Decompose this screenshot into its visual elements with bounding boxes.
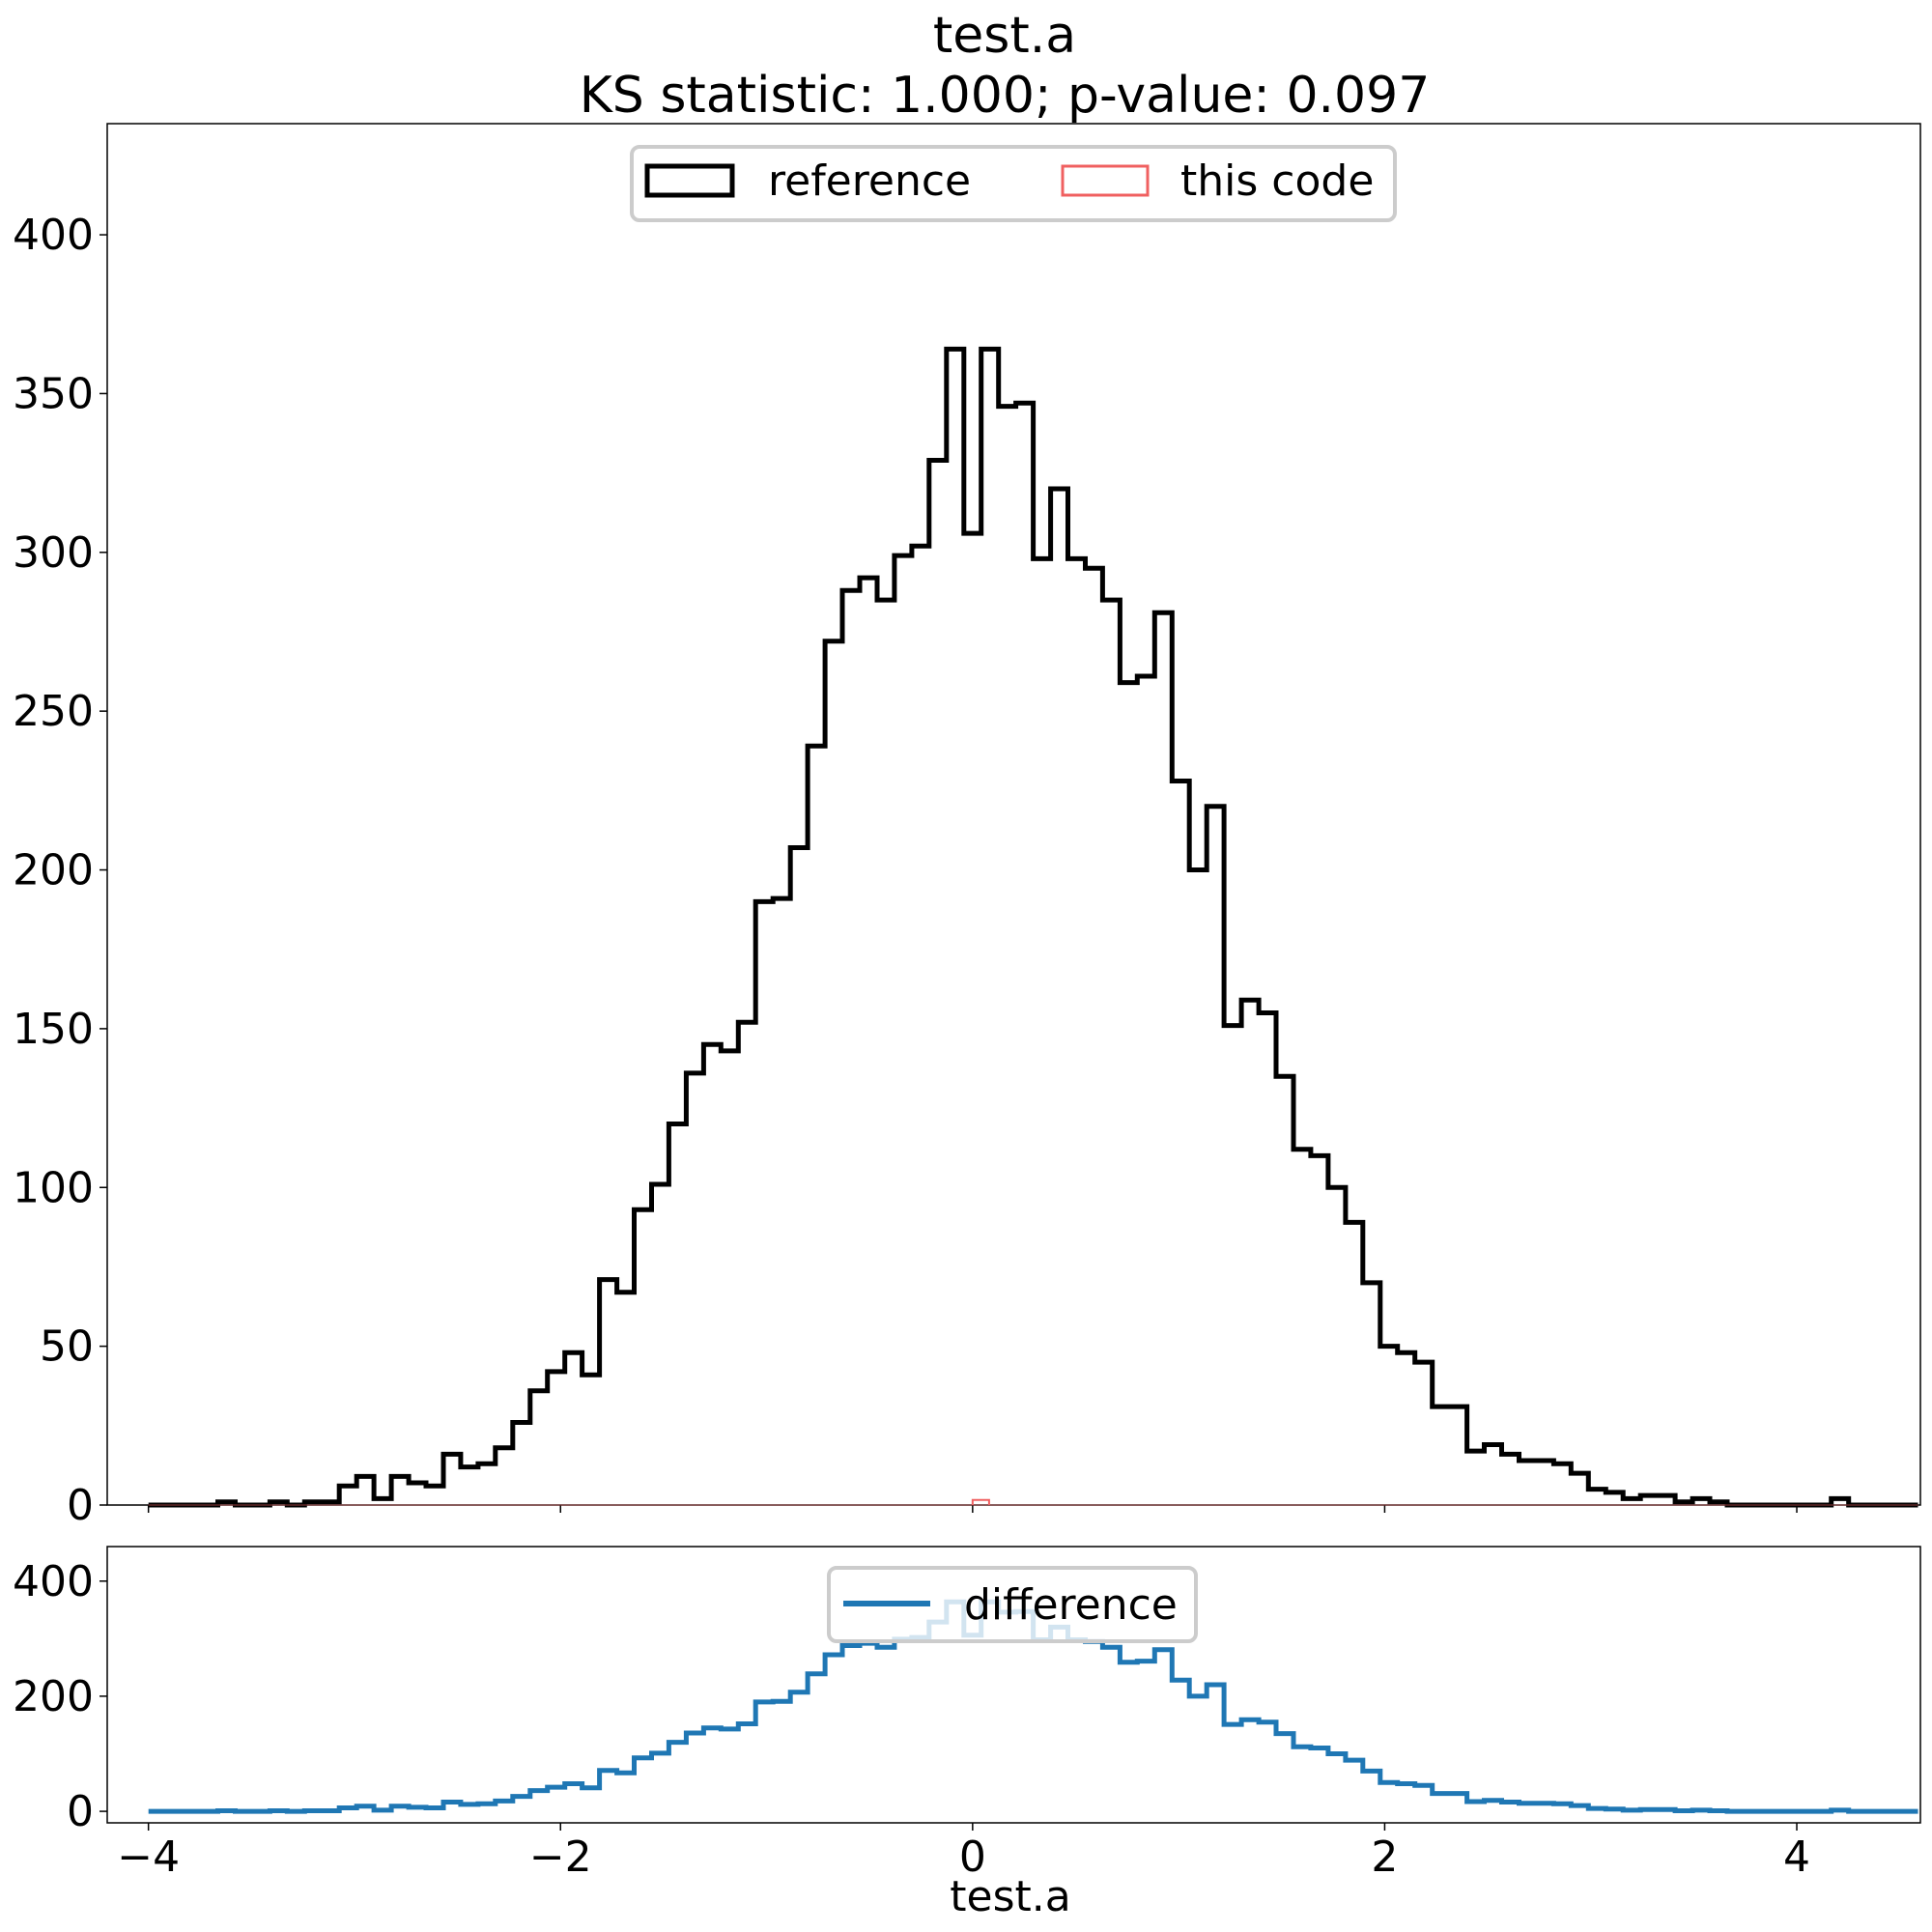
y-tick-label: 400 (13, 211, 94, 260)
histogram-series (148, 346, 1918, 1508)
series-reference-step (148, 346, 1918, 1508)
y-tick-label: 0 (67, 1481, 94, 1530)
y-tick-label: 200 (13, 846, 94, 895)
y-tick-label: 0 (67, 1787, 94, 1836)
y-tick-label: 400 (13, 1557, 94, 1606)
histogram-x-axis (147, 1505, 1798, 1513)
y-tick-label: 200 (13, 1672, 94, 1721)
y-tick-label: 300 (13, 528, 94, 578)
histogram-panel: 0 50 100 150 200 250 300 350 400 reference this … (13, 123, 1921, 1530)
legend-swatch-this-code (1061, 164, 1150, 197)
y-tick-label: 100 (13, 1163, 94, 1212)
y-tick-label: 50 (40, 1322, 94, 1372)
histogram-plot-area (106, 123, 1921, 1506)
legend-swatch-reference (644, 163, 735, 198)
x-tick-label: −4 (117, 1833, 180, 1882)
x-tick-label: −2 (529, 1833, 592, 1882)
legend-label-this-code: this code (1180, 156, 1374, 206)
difference-panel: 0 200 400 −4 −2 0 2 4 difference test.a (13, 1546, 1921, 1921)
difference-legend-frame (827, 1566, 1198, 1643)
series-this-code-step (971, 1498, 990, 1505)
y-tick-label: 250 (13, 687, 94, 736)
y-tick-label: 350 (13, 369, 94, 418)
difference-legend: difference (827, 1566, 1198, 1643)
x-tick-label: 4 (1783, 1833, 1810, 1882)
histogram-legend: reference this code (630, 145, 1397, 222)
difference-x-axis: −4 −2 0 2 4 (117, 1823, 1810, 1882)
y-tick-label: 150 (13, 1005, 94, 1054)
x-axis-label: test.a (950, 1872, 1070, 1921)
legend-label-difference: difference (964, 1580, 1178, 1630)
difference-y-axis: 0 200 400 (13, 1557, 107, 1836)
chart-subtitle: KS statistic: 1.000; p-value: 0.097 (580, 67, 1431, 125)
x-tick-label: 0 (959, 1833, 986, 1882)
legend-label-reference: reference (768, 156, 971, 206)
legend-frame (630, 145, 1397, 222)
x-tick-label: 2 (1371, 1833, 1398, 1882)
chart-title: test.a (933, 7, 1076, 65)
histogram-y-axis: 0 50 100 150 200 250 300 350 400 (13, 211, 107, 1530)
